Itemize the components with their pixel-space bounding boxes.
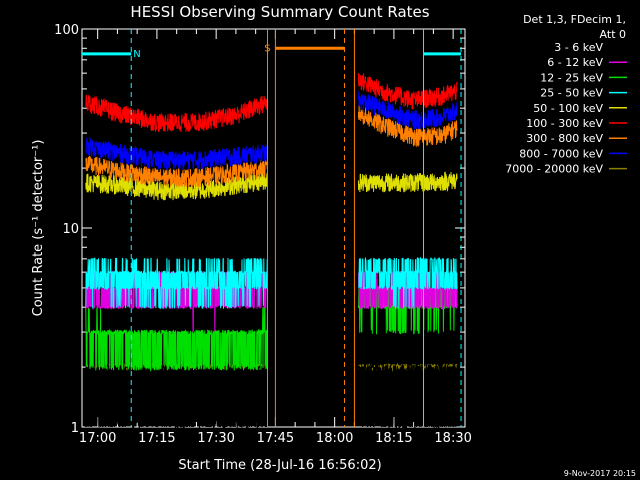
legend-label: 12 - 25 keV <box>540 71 603 84</box>
x-tick-label: 18:15 <box>375 431 412 446</box>
series-line-6-12-kev <box>357 270 458 310</box>
y-tick-label: 100 <box>54 23 79 38</box>
footer-date: 9-Nov-2017 20:15 <box>564 469 636 478</box>
x-tick-label: 18:00 <box>316 431 353 446</box>
y-tick-label: 10 <box>62 222 79 237</box>
y-axis-label: Count Rate (s⁻¹ detector⁻¹) <box>31 140 46 317</box>
series-line-25-50-kev <box>357 256 458 309</box>
series-line-300-800-kev <box>85 155 268 189</box>
legend-label: 100 - 300 keV <box>526 117 603 130</box>
x-axis-label: Start Time (28-Jul-16 16:56:02) <box>178 458 381 473</box>
plot-area: 17:00 17:15 17:30 17:45 18:00 18:15 18:30 1 10 10… <box>54 23 472 446</box>
status-bar-label: N <box>133 49 140 60</box>
series-line-25-50-kev <box>85 257 268 309</box>
legend-label: 25 - 50 keV <box>540 87 603 100</box>
x-tick-label: 17:45 <box>257 431 294 446</box>
legend-label: 300 - 800 keV <box>526 132 603 145</box>
legend-label: 3 - 6 keV <box>554 41 603 54</box>
series-line-300-800-kev <box>357 104 458 148</box>
series-line-100-300-kev <box>357 73 458 110</box>
y-tick-label: 1 <box>71 421 79 436</box>
series-line-100-300-kev <box>85 94 268 133</box>
x-tick-label: 17:30 <box>197 431 234 446</box>
legend-label: 800 - 7000 keV <box>519 147 603 160</box>
series-line-800-7000-kev <box>85 137 268 171</box>
series-line-12-25-kev <box>85 305 268 372</box>
legend: 3 - 6 keV 6 - 12 keV 12 - 25 keV 25 - 50 ke… <box>505 41 627 176</box>
series-line-800-7000-kev <box>357 91 458 130</box>
legend-label: 7000 - 20000 keV <box>505 163 603 176</box>
status-bar-label: S <box>264 43 270 54</box>
legend-header-line1: Det 1,3, FDecim 1, <box>523 13 626 26</box>
legend-label: 6 - 12 keV <box>547 56 603 69</box>
series-line-3-6-kev <box>85 362 268 429</box>
x-tick-label: 17:15 <box>138 431 175 446</box>
series-line-50-100-kev <box>357 171 458 193</box>
legend-label: 50 - 100 keV <box>533 102 603 115</box>
x-tick-label: 18:30 <box>434 431 471 446</box>
legend-header-line2: Att 0 <box>600 28 626 41</box>
x-tick-label: 17:00 <box>79 431 116 446</box>
chart-title: HESSI Observing Summary Count Rates <box>130 3 429 21</box>
series-line-3-6-kev <box>357 362 458 428</box>
